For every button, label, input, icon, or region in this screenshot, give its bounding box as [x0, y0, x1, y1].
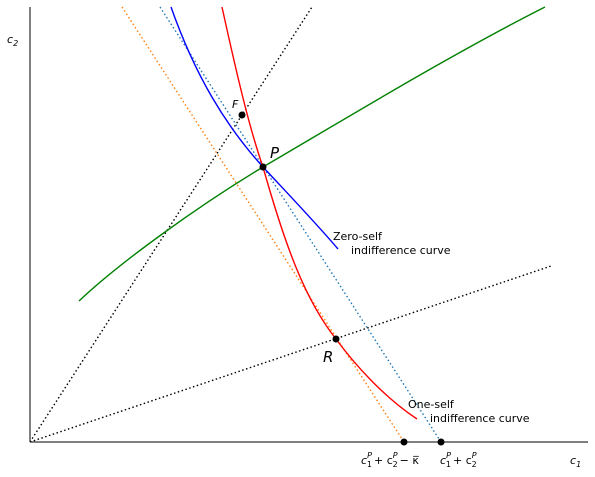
budget-line-kappa — [121, 6, 405, 443]
expansion-path-curve — [78, 6, 546, 302]
tick-label-kappa: cP 1 + cP 2− κ̅ — [361, 451, 420, 469]
point-p-label: P — [270, 144, 280, 162]
intercept-point — [437, 438, 445, 446]
point-p — [259, 163, 267, 171]
tick-label-sum: cP 1 + cP 2 — [440, 451, 477, 469]
one-self-label-line1: One-self — [408, 398, 455, 411]
zero-self-label-line2: indifference curve — [351, 244, 451, 257]
zero-self-label-line1: Zero-self — [333, 230, 383, 243]
one-self-label-line2: indifference curve — [430, 412, 530, 425]
point-r — [332, 335, 340, 343]
point-f-label: F — [232, 98, 239, 111]
y-axis-label: c2 — [7, 33, 18, 48]
zero-self-indifference-curve — [170, 6, 339, 250]
one-self-indifference-curve — [221, 6, 418, 420]
point-r-label: R — [323, 348, 333, 366]
point-f — [238, 111, 246, 119]
x-axis-label: c1 — [570, 454, 581, 469]
intercept-kappa-point — [400, 438, 408, 446]
budget-line — [159, 6, 442, 443]
steep-ray — [29, 6, 313, 443]
